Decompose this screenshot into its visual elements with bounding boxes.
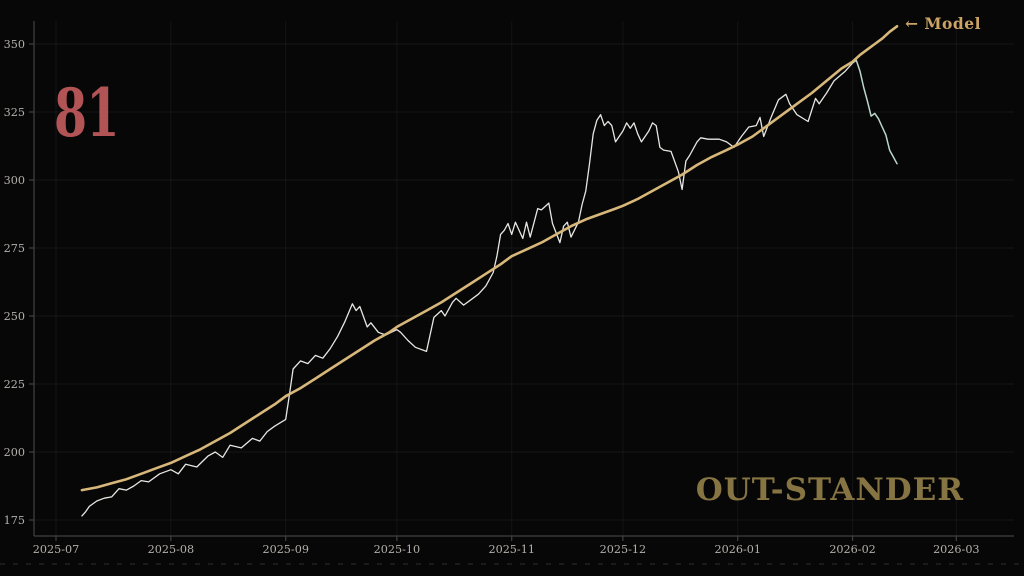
- x-tick-label: 2026-02: [829, 543, 876, 556]
- y-tick-label: 250: [4, 310, 25, 323]
- watermark: OUT-STANDER: [695, 472, 964, 508]
- y-tick-label: 350: [4, 38, 25, 51]
- y-tick-label: 200: [4, 446, 25, 459]
- actual-series-line: [81, 59, 857, 517]
- y-tick-label: 300: [4, 174, 25, 187]
- score-value: 81: [54, 74, 119, 152]
- actual-series-tail-line: [855, 59, 898, 165]
- x-tick-label: 2025-09: [262, 543, 309, 556]
- x-tick-label: 2025-10: [374, 543, 421, 556]
- x-tick-label: 2025-11: [488, 543, 535, 556]
- y-tick-label: 325: [4, 106, 25, 119]
- y-tick-label: 275: [4, 242, 25, 255]
- x-tick-label: 2025-12: [600, 543, 647, 556]
- model-series-label: ← Model: [905, 14, 981, 33]
- x-tick-label: 2026-01: [714, 543, 761, 556]
- x-tick-label: 2026-03: [933, 543, 980, 556]
- model-series-line: [80, 24, 899, 492]
- x-tick-label: 2025-07: [33, 543, 80, 556]
- y-tick-label: 225: [4, 378, 25, 391]
- y-tick-label: 175: [4, 514, 25, 527]
- x-tick-label: 2025-08: [148, 543, 195, 556]
